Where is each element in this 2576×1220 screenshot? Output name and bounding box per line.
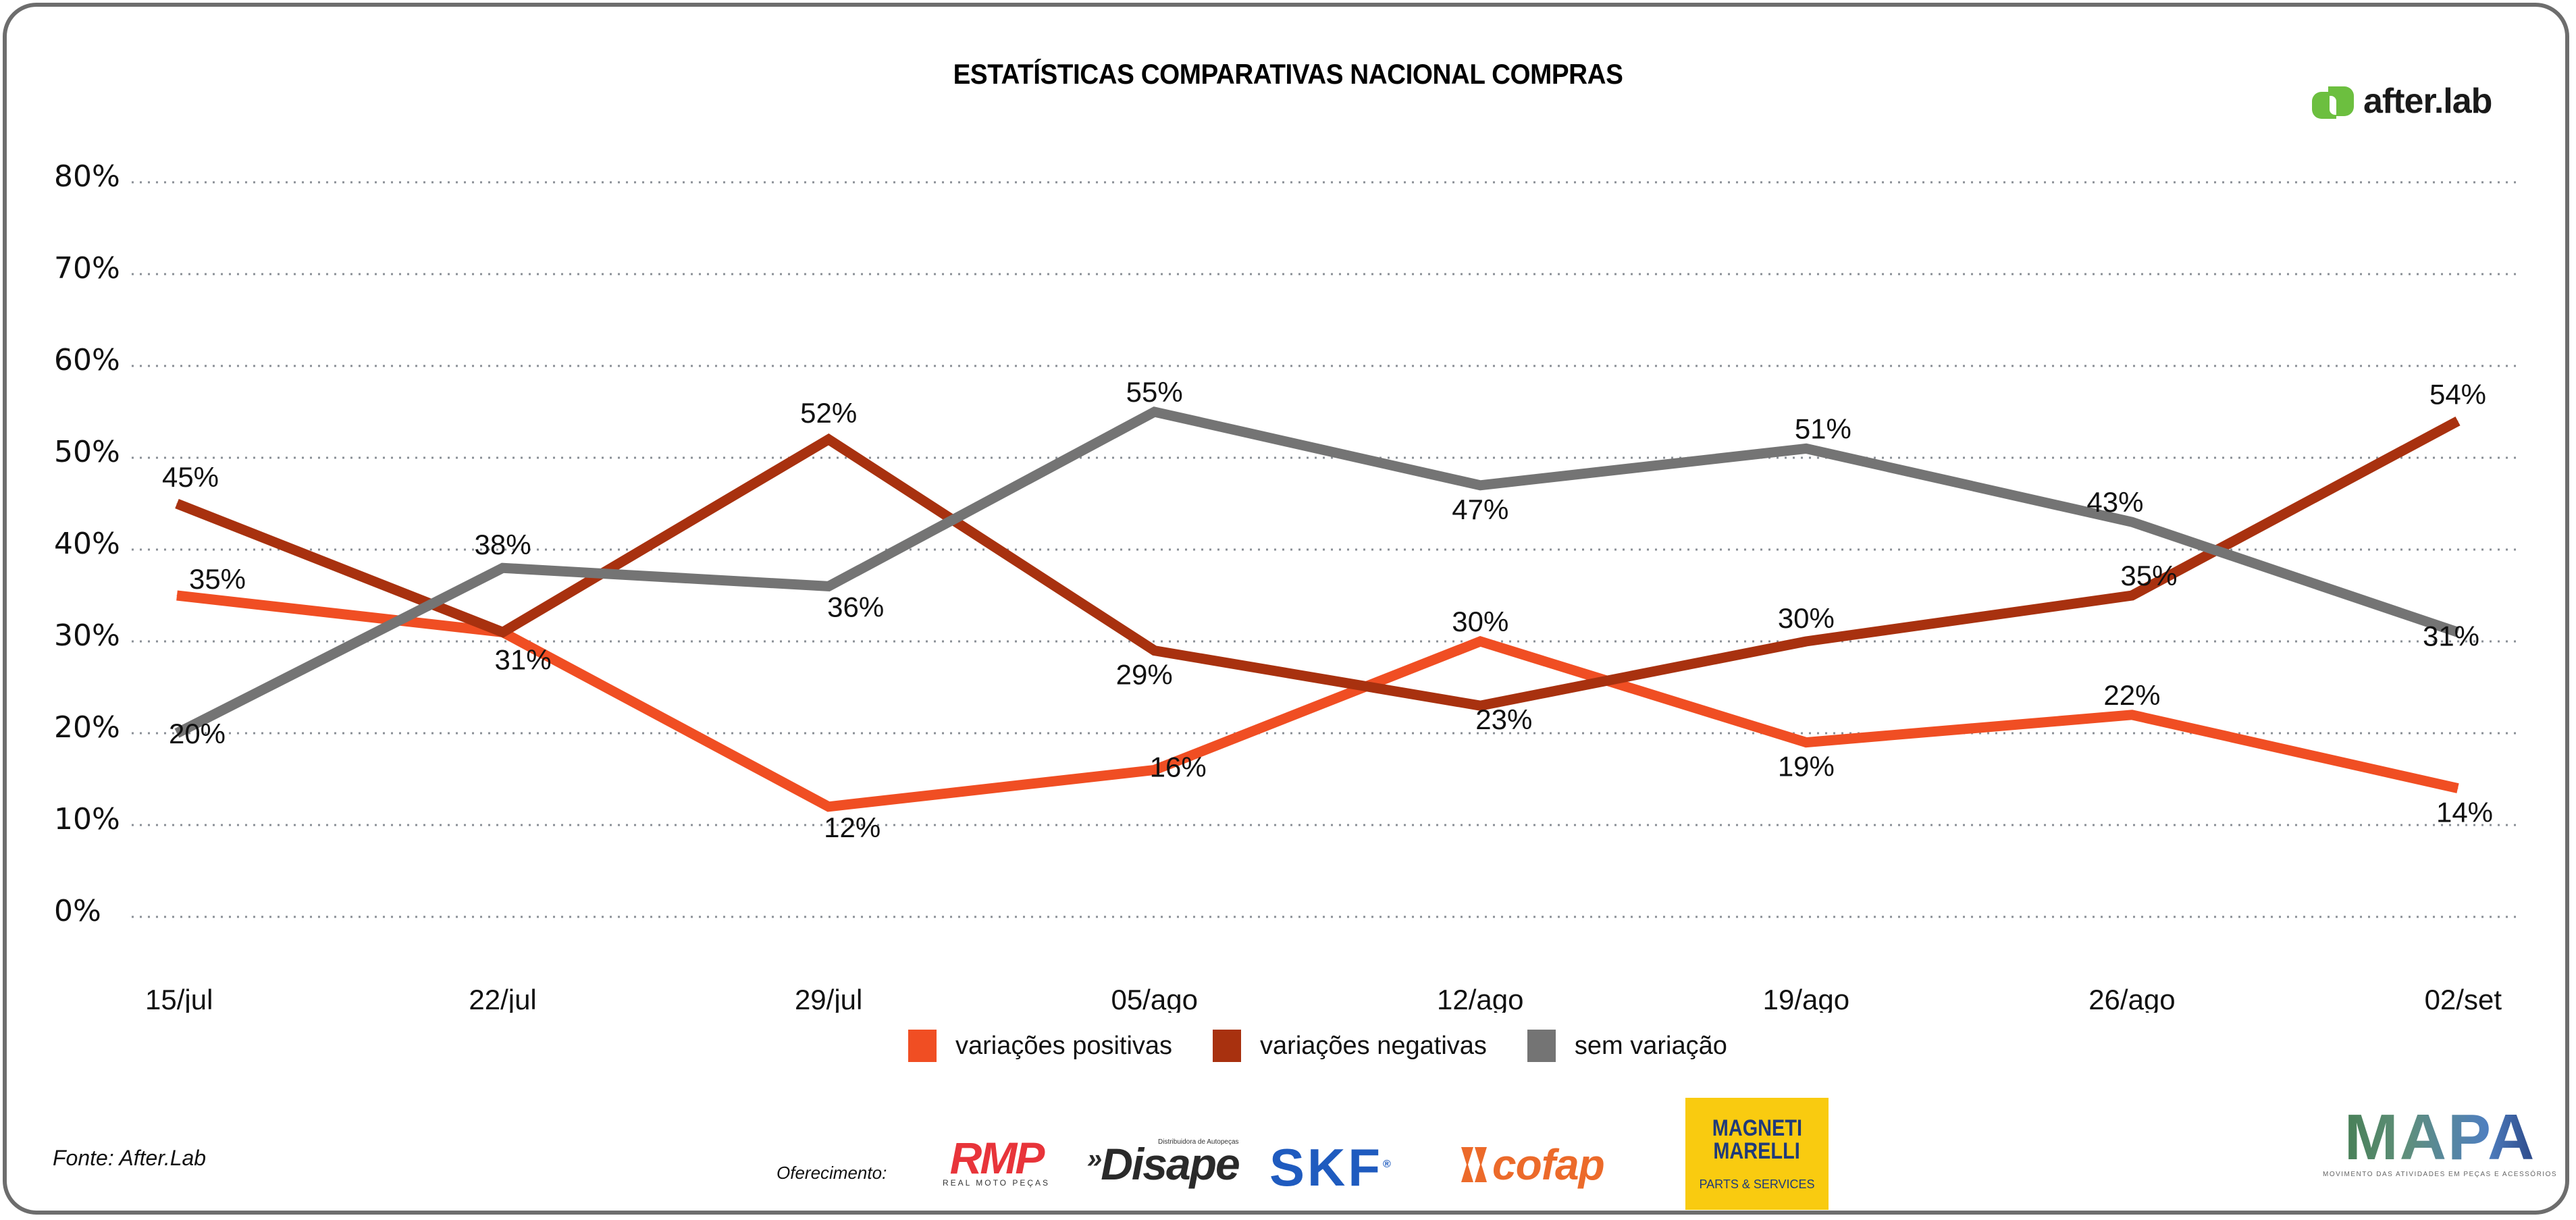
afterlab-logo-text: after.lab — [2363, 82, 2492, 121]
disape-logo: Distribuidora de Autopeças »Disape — [1087, 1134, 1240, 1190]
rmp-tagline: REAL MOTO PEÇAS — [943, 1178, 1051, 1188]
data-label: 31% — [2423, 620, 2479, 652]
legend-label: sem variação — [1574, 1031, 1727, 1060]
data-point — [1154, 411, 1155, 413]
mapa-tagline: MOVIMENTO DAS ATIVIDADES EM PEÇAS E ACES… — [2323, 1171, 2558, 1178]
data-label: 30% — [1452, 606, 1508, 637]
data-label: 52% — [800, 397, 857, 429]
data-label: 35% — [189, 563, 246, 595]
cofap-logo-text: cofap — [1492, 1140, 1605, 1189]
x-tick-label: 02/set — [2425, 984, 2502, 1013]
x-tick-label: 05/ago — [1111, 984, 1197, 1013]
source-note: Fonte: After.Lab — [53, 1146, 207, 1170]
legend-label: variações negativas — [1260, 1031, 1487, 1060]
legend-item-sem-variacao[interactable]: sem variação — [1527, 1030, 1727, 1062]
data-label: 14% — [2436, 797, 2493, 828]
data-point — [2457, 788, 2459, 789]
data-label: 38% — [475, 529, 531, 560]
data-label: 43% — [2086, 486, 2143, 518]
y-tick-label: 40% — [54, 527, 120, 561]
legend-swatch-positivas — [908, 1030, 937, 1062]
x-tick-label: 15/jul — [145, 984, 213, 1013]
skf-logo-text: SKF — [1269, 1138, 1383, 1197]
series-line-0 — [176, 590, 2459, 812]
x-tick-label: 29/jul — [795, 984, 862, 1013]
y-tick-label: 20% — [54, 710, 120, 745]
disape-tagline: Distribuidora de Autopeças — [1158, 1138, 1239, 1146]
y-tick-label: 30% — [54, 618, 120, 653]
series-lines — [174, 406, 2461, 812]
magneti-marelli-logo: MAGNETI MARELLI PARTS & SERVICES — [1685, 1098, 1829, 1210]
chart-legend: variações positivas variações negativas … — [908, 1030, 1768, 1062]
data-label: 30% — [1778, 602, 1835, 634]
mapa-logo-text: MAPA — [2323, 1105, 2557, 1170]
data-label: 35% — [2120, 560, 2177, 591]
data-point — [2457, 631, 2459, 633]
data-label: 29% — [1116, 659, 1173, 691]
registered-mark: ® — [1383, 1159, 1394, 1170]
data-point — [176, 733, 178, 734]
legend-item-positivas[interactable]: variações positivas — [908, 1030, 1172, 1062]
data-point — [1479, 641, 1481, 642]
data-labels: 35% 12% 16% 30% 19% 22% 14% 45% 31% 52% 29% 23% 30% 3… — [162, 376, 2493, 843]
marelli-tagline: PARTS & SERVICES — [1699, 1177, 1815, 1191]
legend-label: variações positivas — [955, 1031, 1173, 1060]
marelli-line2: MARELLI — [1713, 1138, 1801, 1164]
data-label: 12% — [824, 812, 880, 843]
data-label: 23% — [1475, 704, 1532, 735]
data-label: 31% — [495, 643, 552, 675]
series-line-1 — [175, 416, 2461, 711]
x-tick-label: 22/jul — [469, 984, 536, 1013]
double-chevron-icon: » — [1087, 1144, 1102, 1173]
y-tick-label: 50% — [54, 435, 120, 469]
y-tick-label: 0% — [54, 894, 101, 928]
legend-swatch-negativas — [1213, 1030, 1242, 1062]
x-tick-label: 26/ago — [2088, 984, 2175, 1013]
data-label: 20% — [169, 718, 226, 749]
afterlab-logo: after.lab — [2309, 81, 2492, 122]
y-tick-label: 60% — [54, 343, 120, 377]
cofap-chevron-icon — [1458, 1144, 1492, 1185]
disape-name: Disape — [1101, 1139, 1240, 1189]
data-point — [1154, 650, 1155, 652]
data-label: 19% — [1778, 751, 1835, 783]
data-point — [176, 595, 178, 596]
line-chart: 0% 10% 20% 30% 40% 50% 60% 70% 80% 15/jul 22/jul 2… — [54, 159, 2522, 1013]
data-label: 55% — [1126, 376, 1183, 408]
disape-logo-text: »Disape — [1087, 1138, 1240, 1190]
x-tick-label: 19/ago — [1763, 984, 1849, 1013]
data-label: 36% — [827, 591, 884, 622]
data-label: 45% — [162, 461, 219, 493]
rmp-logo: RMP REAL MOTO PEÇAS — [943, 1133, 1051, 1188]
y-tick-label: 70% — [54, 251, 120, 286]
mapa-logo: MAPA MOVIMENTO DAS ATIVIDADES EM PEÇAS E… — [2323, 1105, 2558, 1179]
y-axis-ticks: 0% 10% 20% 30% 40% 50% 60% 70% 80% — [54, 159, 120, 928]
data-label: 47% — [1452, 494, 1508, 525]
rmp-logo-text: RMP — [949, 1133, 1045, 1183]
cofap-logo: cofap — [1458, 1140, 1605, 1190]
x-axis-ticks: 15/jul 22/jul 29/jul 05/ago 12/ago 19/ago 26/a… — [145, 984, 2502, 1013]
data-label: 22% — [2103, 679, 2160, 711]
data-label: 51% — [1795, 413, 1851, 444]
data-label: 16% — [1150, 751, 1207, 783]
chart-title: ESTATÍSTICAS COMPARATIVAS NACIONAL COMPR… — [953, 58, 1623, 90]
sponsor-label: Oferecimento: — [777, 1163, 887, 1183]
data-point — [502, 631, 504, 633]
data-label: 54% — [2429, 379, 2486, 410]
y-tick-label: 80% — [54, 159, 120, 194]
legend-item-negativas[interactable]: variações negativas — [1213, 1030, 1487, 1062]
marelli-line1: MAGNETI — [1712, 1115, 1802, 1141]
skf-logo: SKF® — [1269, 1137, 1394, 1198]
afterlab-leaf-icon — [2309, 81, 2357, 122]
series-line-2 — [174, 406, 2460, 738]
x-tick-label: 12/ago — [1437, 984, 1523, 1013]
y-tick-label: 10% — [54, 802, 120, 837]
legend-swatch-sem-variacao — [1527, 1030, 1556, 1062]
